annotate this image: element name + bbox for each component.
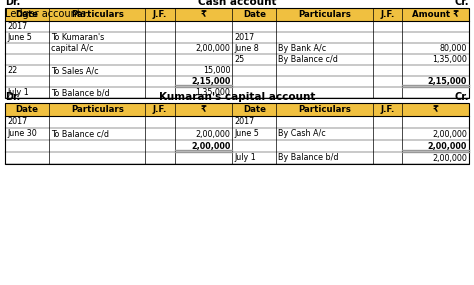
Text: 2,00,000: 2,00,000 bbox=[428, 141, 467, 150]
Text: 22: 22 bbox=[7, 66, 17, 75]
Text: June 5: June 5 bbox=[234, 129, 259, 139]
Text: Dr.: Dr. bbox=[5, 0, 20, 7]
Text: 2,00,000: 2,00,000 bbox=[195, 129, 230, 139]
Text: Particulars: Particulars bbox=[71, 105, 124, 114]
Text: 2,00,000: 2,00,000 bbox=[195, 44, 230, 53]
Text: Date: Date bbox=[243, 105, 266, 114]
Text: ₹: ₹ bbox=[201, 105, 207, 114]
Text: To Balance c/d: To Balance c/d bbox=[51, 129, 109, 139]
Bar bbox=[5, 103, 469, 164]
Text: June 5: June 5 bbox=[7, 33, 32, 42]
Text: J.F.: J.F. bbox=[380, 105, 395, 114]
Text: J.F.: J.F. bbox=[380, 10, 395, 19]
Text: 2017: 2017 bbox=[234, 117, 255, 127]
Text: June 30: June 30 bbox=[7, 129, 37, 139]
Text: Amount ₹: Amount ₹ bbox=[412, 10, 459, 19]
Text: 80,000: 80,000 bbox=[439, 44, 467, 53]
Text: 2,00,000: 2,00,000 bbox=[191, 141, 230, 150]
Text: June 8: June 8 bbox=[234, 44, 259, 53]
Text: 15,000: 15,000 bbox=[203, 66, 230, 75]
Text: 2,15,000: 2,15,000 bbox=[191, 77, 230, 86]
Text: 2017: 2017 bbox=[234, 33, 255, 42]
Bar bbox=[5, 8, 469, 98]
Text: 1,35,000: 1,35,000 bbox=[195, 88, 230, 97]
Text: Dr.: Dr. bbox=[5, 92, 20, 102]
Text: 2017: 2017 bbox=[7, 22, 27, 31]
Text: July 1: July 1 bbox=[234, 154, 256, 162]
Text: By Cash A/c: By Cash A/c bbox=[278, 129, 326, 139]
Text: Particulars: Particulars bbox=[298, 10, 351, 19]
Text: By Balance b/d: By Balance b/d bbox=[278, 154, 339, 162]
Bar bbox=[5, 103, 469, 116]
Text: ₹: ₹ bbox=[201, 10, 207, 19]
Bar bbox=[5, 8, 469, 21]
Text: By Bank A/c: By Bank A/c bbox=[278, 44, 327, 53]
Text: Particulars: Particulars bbox=[71, 10, 124, 19]
Text: Ledger accounts.: Ledger accounts. bbox=[5, 9, 89, 19]
Text: To Sales A/c: To Sales A/c bbox=[51, 66, 99, 75]
Text: 2,15,000: 2,15,000 bbox=[428, 77, 467, 86]
Text: Cr.: Cr. bbox=[455, 0, 469, 7]
Text: July 1: July 1 bbox=[7, 88, 29, 97]
Text: capital A/c: capital A/c bbox=[51, 44, 94, 53]
Text: Particulars: Particulars bbox=[298, 105, 351, 114]
Text: Cr.: Cr. bbox=[455, 92, 469, 102]
Text: ₹: ₹ bbox=[433, 105, 438, 114]
Text: 2017: 2017 bbox=[7, 117, 27, 127]
Text: 2,00,000: 2,00,000 bbox=[432, 154, 467, 162]
Text: To Balance b/d: To Balance b/d bbox=[51, 88, 110, 97]
Text: Date: Date bbox=[16, 105, 38, 114]
Text: 2,00,000: 2,00,000 bbox=[432, 129, 467, 139]
Text: Date: Date bbox=[243, 10, 266, 19]
Text: J.F.: J.F. bbox=[153, 105, 167, 114]
Text: Cash account: Cash account bbox=[198, 0, 276, 7]
Text: Date: Date bbox=[16, 10, 38, 19]
Text: To Kumaran's: To Kumaran's bbox=[51, 33, 104, 42]
Text: Kumaran's capital account: Kumaran's capital account bbox=[159, 92, 315, 102]
Text: 1,35,000: 1,35,000 bbox=[432, 55, 467, 64]
Text: J.F.: J.F. bbox=[153, 10, 167, 19]
Text: By Balance c/d: By Balance c/d bbox=[278, 55, 338, 64]
Text: 25: 25 bbox=[234, 55, 245, 64]
